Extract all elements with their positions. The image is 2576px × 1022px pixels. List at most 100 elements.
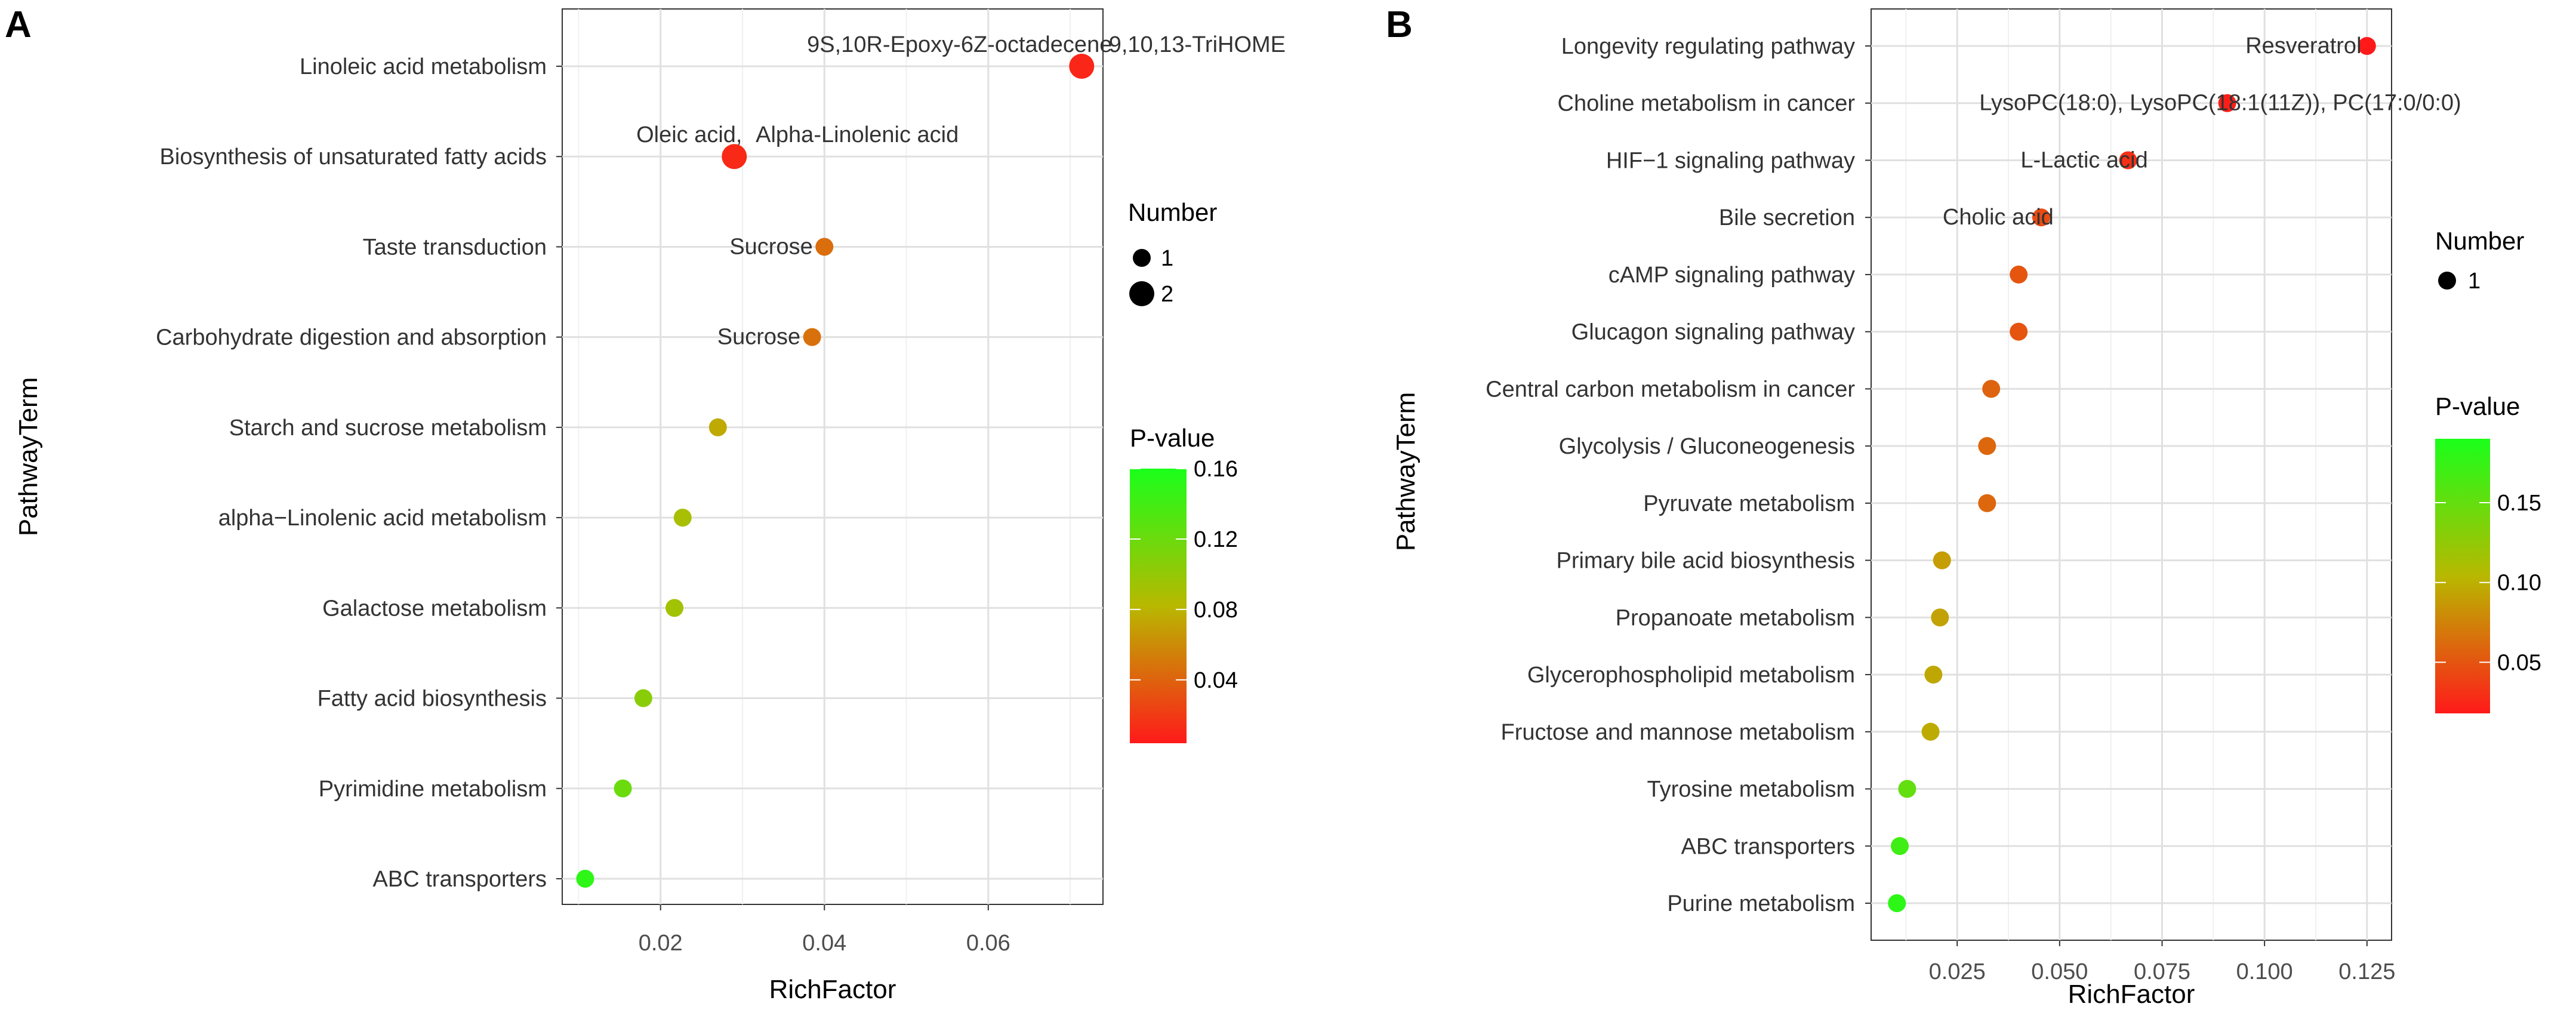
x-tick-label: 0.125 [2338, 959, 2395, 984]
data-point [2032, 208, 2050, 227]
panel-a: A Linoleic acid metabolism Biosynthesis o… [5, 4, 1286, 1004]
category-label: Glycolysis / Gluconeogenesis [1559, 434, 1855, 459]
category-label: Biosynthesis of unsaturated fatty acids [160, 144, 547, 170]
data-point [815, 238, 834, 256]
data-point [1978, 437, 1996, 455]
data-point [673, 509, 692, 527]
category-label: ABC transporters [373, 867, 547, 892]
colorbar-tick-label: 0.04 [1194, 668, 1238, 693]
category-label: Linoleic acid metabolism [300, 54, 547, 79]
colorbar-ticks-a: 0.04 0.08 0.12 0.16 [1130, 457, 1238, 693]
x-axis-title-a: RichFactor [769, 975, 896, 1004]
category-label: Glycerophospholipid metabolism [1527, 663, 1855, 688]
category-label: Purine metabolism [1667, 891, 1855, 916]
points-a [576, 54, 1095, 888]
data-point [665, 599, 684, 617]
annotations-a: 9S,10R-Epoxy-6Z-octadecene9,10,13-TriHOM… [636, 32, 1286, 350]
colorbar-tick-label: 0.16 [1194, 457, 1238, 482]
data-point [2119, 151, 2137, 170]
category-label: cAMP signaling pathway [1609, 263, 1855, 288]
data-point [1069, 54, 1095, 79]
data-point [2010, 265, 2028, 284]
point-annotation: LysoPC(18:0), LysoPC(18:1(11Z)), PC(17:0… [1979, 91, 2461, 116]
y-axis-title-a: PathwayTerm [14, 377, 43, 537]
plot-area-a [562, 8, 1104, 905]
point-annotation: Resveratrol [2245, 33, 2361, 59]
category-label: Fructose and mannose metabolism [1500, 720, 1855, 745]
point-annotation: Sucrose [717, 325, 800, 350]
category-label: Pyruvate metabolism [1643, 491, 1855, 516]
data-point [2218, 94, 2236, 112]
data-point [2010, 322, 2028, 341]
category-labels-b: Longevity regulating pathway Choline meta… [1486, 34, 1871, 916]
category-label: ABC transporters [1681, 834, 1855, 859]
x-axis-title-b: RichFactor [2068, 980, 2195, 1009]
point-annotation: 9,10,13-TriHOME [1109, 32, 1286, 57]
panel-letter-a: A [5, 4, 32, 45]
colorbar-tick-label: 0.05 [2497, 650, 2541, 675]
colorbar-tick-label: 0.15 [2497, 491, 2541, 516]
point-annotation: Alpha-Linolenic acid [756, 122, 959, 147]
legend-a: Number 12 P-value 0.040.080.120.16 [1128, 198, 1238, 743]
category-label: Tyrosine metabolism [1647, 777, 1855, 802]
legend-size-title-a: Number [1128, 198, 1217, 226]
x-ticks-b: 0.025 0.050 0.075 0.100 0.125 [1929, 940, 2395, 984]
legend-size-title-b: Number [2435, 227, 2524, 255]
category-label: Taste transduction [363, 235, 547, 260]
legend-size-key [2438, 272, 2456, 290]
data-point [1982, 380, 2001, 398]
category-labels-a: Linoleic acid metabolism Biosynthesis of … [156, 54, 562, 892]
x-ticks-a: 0.02 0.04 0.06 [639, 904, 1010, 956]
legend-color-title-b: P-value [2435, 392, 2520, 420]
colorbar-ticks-b: 0.05 0.10 0.15 [2435, 491, 2541, 675]
colorbar-a [1130, 469, 1187, 743]
points-b [1888, 37, 2376, 912]
category-label: Fatty acid biosynthesis [318, 687, 547, 712]
point-annotation: Sucrose [729, 234, 812, 259]
legend-size-entries-b: 1 [2438, 269, 2481, 294]
data-point [634, 689, 652, 707]
category-label: Longevity regulating pathway [1561, 34, 1855, 59]
category-label: Propanoate metabolism [1616, 605, 1855, 630]
data-point [803, 328, 821, 346]
data-point [576, 870, 594, 888]
data-point [1978, 494, 1996, 512]
category-label: Carbohydrate digestion and absorption [156, 325, 547, 350]
point-annotation: Oleic acid, [636, 122, 742, 147]
data-point [1898, 780, 1916, 798]
legend-color-title-a: P-value [1130, 424, 1215, 452]
x-tick-label: 0.050 [2031, 959, 2088, 984]
point-annotation: Cholic acid [1943, 205, 2054, 230]
data-point [1888, 894, 1906, 912]
colorbar-tick-label: 0.12 [1194, 527, 1238, 552]
category-label: Galactose metabolism [322, 596, 547, 621]
data-point [1921, 722, 1940, 741]
category-label: alpha−Linolenic acid metabolism [218, 506, 547, 531]
panel-b: B Longevity regulating pathway Choline me… [1386, 4, 2541, 1009]
data-point [1931, 608, 1949, 627]
colorbar-b [2435, 439, 2490, 713]
category-label: Choline metabolism in cancer [1558, 91, 1856, 116]
data-point [1891, 837, 1909, 855]
data-point [1933, 551, 1951, 570]
legend-b: Number 1 P-value 0.05 0.10 0.15 [2435, 227, 2541, 713]
annotations-b: Resveratrol LysoPC(18:0), LysoPC(18:1(11Z… [1943, 33, 2461, 230]
y-axis-title-b: PathwayTerm [1391, 392, 1421, 552]
x-tick-label: 0.100 [2236, 959, 2293, 984]
legend-size-label: 2 [1161, 282, 1173, 307]
category-label: Pyrimidine metabolism [319, 777, 547, 802]
x-tick-label: 0.02 [639, 931, 683, 956]
category-label: Central carbon metabolism in cancer [1486, 377, 1855, 402]
panel-letter-b: B [1386, 4, 1413, 45]
point-annotation: L-Lactic acid [2020, 147, 2147, 173]
gridlines-b [1871, 9, 2392, 940]
colorbar-tick-label: 0.10 [2497, 571, 2541, 596]
x-tick-label: 0.075 [2134, 959, 2190, 984]
category-label: Glucagon signaling pathway [1572, 320, 1855, 345]
category-label: HIF−1 signaling pathway [1606, 148, 1855, 173]
data-point [614, 779, 632, 798]
point-annotation: 9S,10R-Epoxy-6Z-octadecene [807, 32, 1112, 57]
data-point [722, 144, 747, 170]
